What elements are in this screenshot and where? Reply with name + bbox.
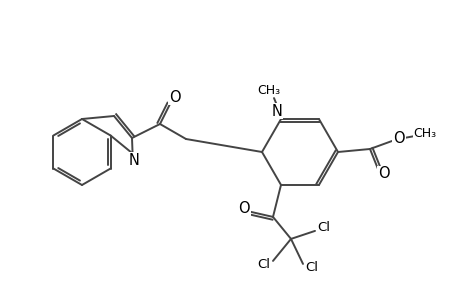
Text: Cl: Cl xyxy=(305,261,318,274)
Text: O: O xyxy=(169,89,180,104)
Text: N: N xyxy=(271,103,282,118)
Text: Cl: Cl xyxy=(317,221,330,234)
Text: CH₃: CH₃ xyxy=(413,127,436,140)
Text: O: O xyxy=(392,130,404,146)
Text: CH₃: CH₃ xyxy=(257,84,280,97)
Text: Cl: Cl xyxy=(257,258,270,272)
Text: O: O xyxy=(238,201,249,216)
Text: O: O xyxy=(377,167,389,182)
Text: N: N xyxy=(128,153,139,168)
